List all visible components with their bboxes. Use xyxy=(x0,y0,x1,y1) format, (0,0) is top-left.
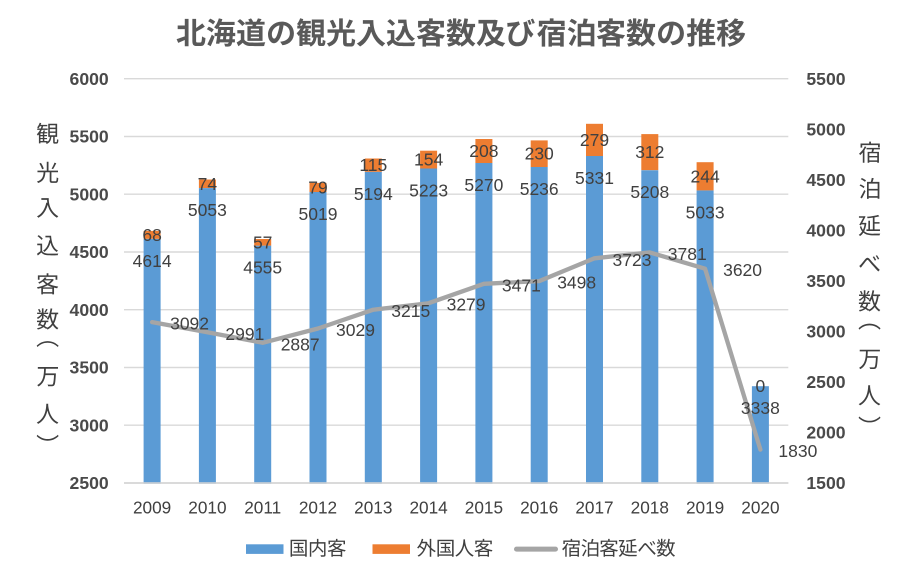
svg-text:3498: 3498 xyxy=(557,273,596,293)
svg-text:2015: 2015 xyxy=(465,498,503,518)
svg-text:5500: 5500 xyxy=(70,127,109,147)
svg-text:1830: 1830 xyxy=(778,441,817,461)
svg-text:3500: 3500 xyxy=(70,358,109,378)
svg-text:2000: 2000 xyxy=(806,423,845,443)
svg-text:5053: 5053 xyxy=(188,200,227,220)
svg-text:2014: 2014 xyxy=(409,498,448,518)
svg-text:2009: 2009 xyxy=(133,498,171,518)
svg-text:3338: 3338 xyxy=(741,398,780,418)
svg-text:3092: 3092 xyxy=(170,314,209,334)
svg-text:74: 74 xyxy=(198,174,218,194)
svg-text:3781: 3781 xyxy=(668,244,707,264)
svg-text:6000: 6000 xyxy=(70,69,109,89)
svg-text:4500: 4500 xyxy=(806,170,845,190)
svg-text:208: 208 xyxy=(469,141,498,161)
svg-text:5208: 5208 xyxy=(630,182,669,202)
svg-text:3471: 3471 xyxy=(502,275,541,295)
svg-text:5236: 5236 xyxy=(520,179,559,199)
svg-text:2018: 2018 xyxy=(631,498,669,518)
svg-text:3029: 3029 xyxy=(336,320,375,340)
svg-text:2019: 2019 xyxy=(686,498,724,518)
svg-text:1500: 1500 xyxy=(806,473,845,493)
svg-text:2991: 2991 xyxy=(225,324,264,344)
svg-text:5194: 5194 xyxy=(354,184,393,204)
svg-text:3500: 3500 xyxy=(806,271,845,291)
svg-text:2500: 2500 xyxy=(806,372,845,392)
svg-text:5000: 5000 xyxy=(70,184,109,204)
svg-text:57: 57 xyxy=(253,232,272,252)
svg-text:2010: 2010 xyxy=(188,498,226,518)
svg-text:3000: 3000 xyxy=(70,415,109,435)
svg-text:2020: 2020 xyxy=(741,498,779,518)
svg-text:279: 279 xyxy=(580,130,609,150)
svg-text:312: 312 xyxy=(635,142,664,162)
svg-text:3215: 3215 xyxy=(391,301,430,321)
svg-text:154: 154 xyxy=(414,150,443,170)
svg-text:5000: 5000 xyxy=(806,119,845,139)
svg-text:2011: 2011 xyxy=(244,498,281,518)
svg-text:68: 68 xyxy=(142,225,161,245)
svg-text:5270: 5270 xyxy=(464,175,503,195)
svg-text:5019: 5019 xyxy=(299,204,338,224)
svg-text:2012: 2012 xyxy=(299,498,337,518)
svg-text:5331: 5331 xyxy=(575,168,614,188)
svg-text:4000: 4000 xyxy=(70,300,109,320)
svg-text:5033: 5033 xyxy=(686,202,725,222)
svg-text:4555: 4555 xyxy=(243,258,282,278)
svg-text:3279: 3279 xyxy=(447,295,486,315)
svg-text:230: 230 xyxy=(525,144,554,164)
svg-text:2016: 2016 xyxy=(520,498,558,518)
svg-text:2887: 2887 xyxy=(281,334,320,354)
svg-text:4614: 4614 xyxy=(133,251,172,271)
svg-text:2017: 2017 xyxy=(575,498,613,518)
svg-text:3000: 3000 xyxy=(806,321,845,341)
svg-text:2013: 2013 xyxy=(354,498,392,518)
svg-text:3723: 3723 xyxy=(613,250,652,270)
svg-text:2500: 2500 xyxy=(70,473,109,493)
svg-text:4000: 4000 xyxy=(806,220,845,240)
svg-text:5223: 5223 xyxy=(409,181,448,201)
svg-text:5500: 5500 xyxy=(806,69,845,89)
svg-text:115: 115 xyxy=(359,155,387,175)
svg-text:3620: 3620 xyxy=(723,260,762,280)
svg-text:4500: 4500 xyxy=(70,242,109,262)
svg-text:0: 0 xyxy=(756,376,766,396)
svg-text:244: 244 xyxy=(690,166,719,186)
svg-text:79: 79 xyxy=(308,178,327,198)
